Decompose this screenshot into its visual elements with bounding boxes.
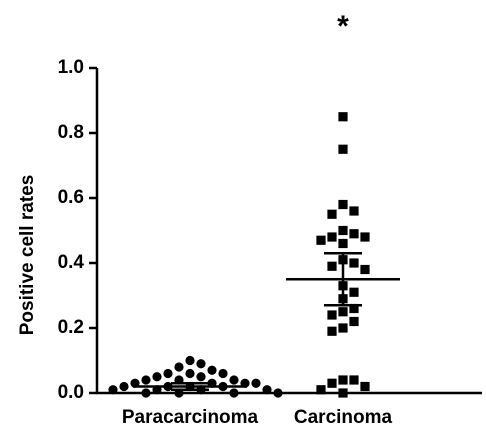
data-point xyxy=(108,385,118,395)
data-point xyxy=(316,235,326,245)
data-point xyxy=(338,225,348,236)
y-tick-label: 0.8 xyxy=(58,122,84,143)
data-point xyxy=(218,368,228,379)
data-point xyxy=(349,206,359,216)
data-point xyxy=(338,375,348,385)
data-point xyxy=(349,287,359,297)
data-point xyxy=(338,112,348,122)
data-point xyxy=(327,232,337,242)
data-point xyxy=(152,372,162,382)
y-tick-label: 1.0 xyxy=(58,57,84,78)
data-point xyxy=(207,365,217,375)
data-point xyxy=(338,238,348,249)
x-tick-label: Paracarcinoma xyxy=(122,407,259,428)
data-point xyxy=(273,388,283,398)
data-point xyxy=(141,388,151,398)
y-tick-label: 0.4 xyxy=(58,252,85,273)
data-point xyxy=(119,381,129,392)
data-point xyxy=(196,372,206,382)
data-point xyxy=(196,359,206,369)
data-point xyxy=(349,303,359,314)
data-point xyxy=(327,326,337,336)
data-point xyxy=(327,261,337,271)
data-point xyxy=(338,199,348,210)
data-point xyxy=(185,368,195,379)
data-point xyxy=(251,378,261,388)
data-point xyxy=(174,362,184,372)
data-point xyxy=(349,258,359,268)
data-point xyxy=(327,209,337,219)
data-point xyxy=(338,144,348,154)
data-point xyxy=(338,307,348,317)
data-point xyxy=(229,375,239,385)
data-point xyxy=(327,310,337,320)
y-tick-label: 0.0 xyxy=(58,382,84,403)
data-point xyxy=(316,385,326,395)
data-point xyxy=(338,323,348,333)
data-point xyxy=(327,378,337,388)
y-tick-label: 0.2 xyxy=(58,317,84,338)
data-point xyxy=(349,375,359,385)
data-point xyxy=(141,375,151,385)
data-point xyxy=(163,368,173,379)
data-point xyxy=(360,264,370,275)
data-point xyxy=(360,232,370,242)
data-point xyxy=(185,355,195,366)
y-tick-label: 0.6 xyxy=(58,187,84,208)
data-point xyxy=(360,381,370,392)
annotation: * xyxy=(337,10,349,43)
data-point xyxy=(229,388,239,398)
data-point xyxy=(349,229,359,239)
x-tick-label: Carcinoma xyxy=(294,407,393,428)
data-point xyxy=(349,316,359,327)
data-point xyxy=(262,385,272,395)
y-axis-label: Positive cell rates xyxy=(17,175,38,336)
data-point xyxy=(338,388,348,398)
